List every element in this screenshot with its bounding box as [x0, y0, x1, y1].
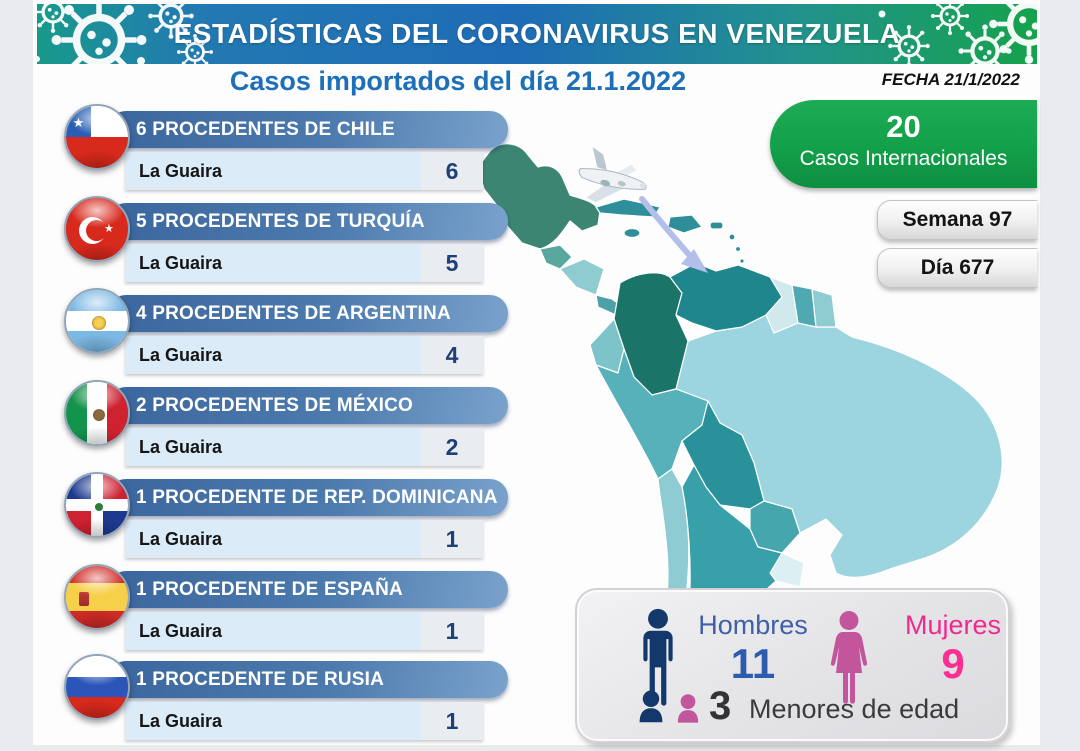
- origin-header-bar: 1 PROCEDENTE DE REP. DOMINICANA: [108, 479, 508, 516]
- week-badge: Semana 97: [877, 200, 1037, 240]
- origin-row-dominicana: 1 PROCEDENTE DE REP. DOMINICANA La Guair…: [33, 472, 553, 561]
- latin-america-map: [477, 143, 1003, 648]
- children-icon: [639, 690, 663, 723]
- international-cases-value: 20: [886, 109, 921, 144]
- origin-header-label: 4 PROCEDENTES DE ARGENTINA: [136, 303, 451, 324]
- origin-row-mexico: 2 PROCEDENTES DE MÉXICO La Guaira 2: [33, 380, 553, 469]
- mexico-flag-icon: [64, 380, 130, 446]
- origin-header-bar: 2 PROCEDENTES DE MÉXICO: [108, 387, 508, 424]
- content-area: ESTADÍSTICAS DEL CORONAVIRUS EN VENEZUEL…: [33, 0, 1040, 745]
- origin-header-label: 2 PROCEDENTES DE MÉXICO: [136, 395, 413, 416]
- origin-header-bar: 4 PROCEDENTES DE ARGENTINA: [108, 295, 508, 332]
- women-label: Mujeres: [904, 610, 1002, 640]
- case-count: 5: [421, 244, 483, 282]
- female-icon: [830, 611, 868, 704]
- header-banner: ESTADÍSTICAS DEL CORONAVIRUS EN VENEZUEL…: [37, 4, 1037, 64]
- origin-header-bar: 1 PROCEDENTE DE RUSIA: [108, 661, 508, 698]
- male-icon: [643, 608, 673, 706]
- city-label: La Guaira: [139, 253, 223, 273]
- origin-row-argentina: 4 PROCEDENTES DE ARGENTINA La Guaira 4: [33, 288, 553, 377]
- origin-city-row: La Guaira 1: [125, 520, 483, 558]
- international-cases-label: Casos Internacionales: [799, 147, 1008, 170]
- origin-city-row: La Guaira 1: [125, 702, 483, 740]
- origin-city-row: La Guaira 5: [125, 244, 483, 282]
- city-label: La Guaira: [139, 529, 223, 549]
- origin-city-row: La Guaira 2: [125, 428, 483, 466]
- international-cases-box: 20 Casos Internacionales: [770, 100, 1037, 188]
- origin-row-turquia: 5 PROCEDENTES DE TURQUÍA La Guaira 5: [33, 196, 553, 285]
- case-count: 1: [421, 612, 483, 650]
- origin-header-label: 1 PROCEDENTE DE RUSIA: [136, 669, 385, 690]
- city-label: La Guaira: [139, 711, 223, 731]
- day-badge: Día 677: [877, 248, 1037, 288]
- case-count: 2: [421, 428, 483, 466]
- dominican-republic-flag-icon: [64, 472, 130, 538]
- case-count: 1: [421, 520, 483, 558]
- origin-header-label: 1 PROCEDENTE DE REP. DOMINICANA: [136, 487, 498, 508]
- page-title: ESTADÍSTICAS DEL CORONAVIRUS EN VENEZUEL…: [173, 18, 901, 49]
- map-brazil: [675, 314, 1003, 578]
- demographics-panel: Hombres 11 Mujeres 9 3 Menores de edad: [575, 588, 1010, 743]
- route-arrow-icon: [639, 196, 708, 273]
- map-mexico: [477, 143, 601, 250]
- case-count: 4: [421, 336, 483, 374]
- russia-flag-icon: [64, 654, 130, 720]
- men-value: 11: [730, 640, 776, 687]
- date-label: FECHA 21/1/2022: [881, 70, 1020, 89]
- origin-city-row: La Guaira 4: [125, 336, 483, 374]
- airplane-icon: [578, 147, 647, 203]
- chile-flag-icon: [64, 104, 130, 170]
- women-value: 9: [941, 640, 965, 687]
- origin-header-label: 1 PROCEDENTE DE ESPAÑA: [136, 579, 403, 600]
- origin-city-row: La Guaira 1: [125, 612, 483, 650]
- spain-flag-icon: [64, 564, 130, 630]
- origin-header-bar: 5 PROCEDENTES DE TURQUÍA: [108, 203, 508, 240]
- turkey-flag-icon: [64, 196, 130, 262]
- origin-header-bar: 1 PROCEDENTE DE ESPAÑA: [108, 571, 508, 608]
- origin-row-espana: 1 PROCEDENTE DE ESPAÑA La Guaira 1: [33, 564, 553, 653]
- city-label: La Guaira: [139, 161, 223, 181]
- origin-header-bar: 6 PROCEDENTES DE CHILE: [108, 111, 508, 148]
- origin-row-rusia: 1 PROCEDENTE DE RUSIA La Guaira 1: [33, 654, 553, 743]
- case-count: 6: [421, 152, 483, 190]
- case-count: 1: [421, 702, 483, 740]
- virus-icon: [37, 4, 1037, 64]
- origin-row-chile: 6 PROCEDENTES DE CHILE La Guaira 6: [33, 104, 553, 193]
- subtitle: Casos importados del día 21.1.2022: [229, 66, 687, 96]
- city-label: La Guaira: [139, 345, 223, 365]
- minors-value: 3: [709, 684, 732, 728]
- children-icon: [677, 694, 699, 723]
- origin-city-row: La Guaira 6: [125, 152, 483, 190]
- origin-header-label: 5 PROCEDENTES DE TURQUÍA: [136, 211, 425, 232]
- men-label: Hombres: [698, 610, 808, 640]
- origin-header-label: 6 PROCEDENTES DE CHILE: [136, 119, 395, 140]
- minors-label: Menores de edad: [749, 694, 960, 724]
- argentina-flag-icon: [64, 288, 130, 354]
- city-label: La Guaira: [139, 437, 223, 457]
- city-label: La Guaira: [139, 621, 223, 641]
